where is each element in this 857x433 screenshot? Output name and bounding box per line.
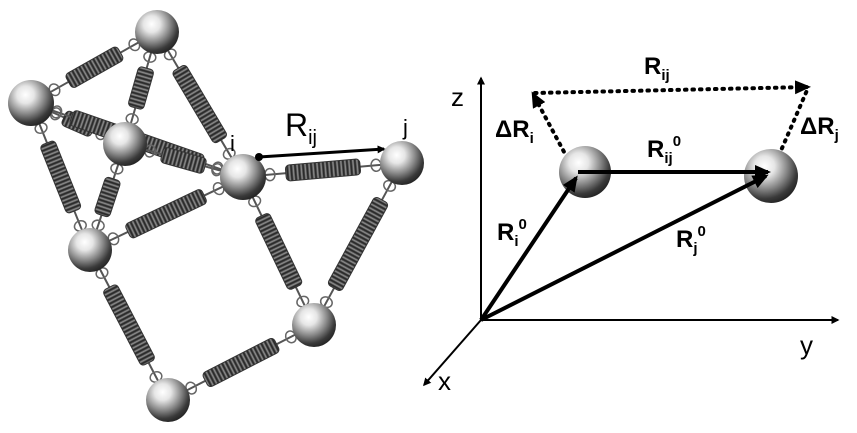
r-ij-0-sub: ij <box>664 150 672 167</box>
r-j-0-main: R <box>676 226 693 253</box>
node-j-label: j <box>402 115 408 140</box>
sphere-n3 <box>103 122 147 166</box>
spring-n1-n3 <box>125 50 157 126</box>
spring-n2-n6 <box>34 122 87 232</box>
spring-n1-n2 <box>48 38 141 97</box>
r-ij-top-label: Rij <box>644 53 670 84</box>
delta-r-j-main: R <box>817 113 834 140</box>
delta-r-j-delta: Δ <box>800 113 817 140</box>
delta-r-i-label: ΔRi <box>495 116 534 147</box>
sphere-n2 <box>8 80 54 126</box>
spring-n6-n8 <box>95 267 163 383</box>
sphere-n8 <box>146 378 190 422</box>
x-axis <box>423 319 482 387</box>
spring-n3-n4 <box>143 144 224 177</box>
axis-y-label: y <box>800 330 813 360</box>
r-ij-0-label: Rij0 <box>647 133 681 167</box>
sphere-n1 <box>135 10 179 54</box>
node-i-label: i <box>230 131 235 156</box>
sphere-n7 <box>292 303 336 347</box>
r-ij-0-main: R <box>647 136 664 163</box>
r-j-0-label: Rj0 <box>676 223 706 257</box>
r-i-0-sub: i <box>514 233 518 250</box>
delta-r-i-delta: Δ <box>495 116 512 143</box>
r-ij-0-sup: 0 <box>673 133 681 150</box>
springs-layer <box>34 38 397 395</box>
r-ij-top-sub: ij <box>661 67 669 84</box>
axis-z-label: z <box>451 82 464 112</box>
delta-r-j-sub: j <box>834 127 839 144</box>
spring-n4-n6 <box>107 182 225 246</box>
bond-label-main: R <box>285 107 308 143</box>
spheres-layer <box>8 10 424 422</box>
r-j-0-sub: j <box>692 240 697 257</box>
r-i-0-main: R <box>497 219 514 246</box>
bond-arrow <box>258 145 386 159</box>
r-i-0-label: Ri0 <box>497 216 527 250</box>
r-j-0-vector <box>480 174 769 322</box>
bond-label: Rij <box>285 107 317 149</box>
bond-label-sub: ij <box>308 127 317 149</box>
spring-n5-n7 <box>319 179 397 309</box>
r-ij-top-main: R <box>644 53 661 80</box>
sphere-n5 <box>380 141 424 185</box>
r-j-0-sup: 0 <box>698 223 706 240</box>
spring-n3-n6 <box>91 162 124 232</box>
sphere-n4 <box>220 154 266 200</box>
axis-x-label: x <box>438 366 451 396</box>
spring-n8-n7 <box>185 330 297 395</box>
spring-n4-n5 <box>263 158 383 182</box>
r-i-0-sup: 0 <box>519 216 527 233</box>
sphere-j-vector <box>744 149 798 203</box>
spring-n4-n7 <box>248 195 310 308</box>
sphere-n6 <box>68 228 112 272</box>
r-i-0-vector <box>479 175 578 322</box>
coordinate-axes <box>423 76 840 387</box>
delta-r-i-sub: i <box>530 130 534 147</box>
r-ij-dotted-vector <box>533 80 811 95</box>
delta-r-i-main: R <box>512 116 529 143</box>
delta-r-j-label: ΔRj <box>800 113 839 144</box>
